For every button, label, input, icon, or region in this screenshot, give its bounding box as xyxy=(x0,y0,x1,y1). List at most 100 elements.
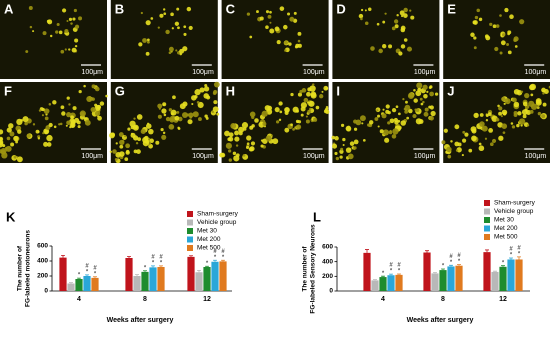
cell-spot xyxy=(171,27,174,30)
x-tick-label: 12 xyxy=(203,296,211,303)
cell-spot xyxy=(415,108,420,112)
cell-spot xyxy=(172,95,176,100)
cell-spot xyxy=(74,44,78,48)
cell-spot xyxy=(212,91,217,95)
cell-spot xyxy=(135,142,139,145)
bar xyxy=(133,276,141,291)
cell-spot xyxy=(145,20,151,26)
scale-label: 100μm xyxy=(81,69,103,76)
legend-label: Met 200 xyxy=(494,225,518,232)
cell-spot xyxy=(542,89,545,93)
panel-label: C xyxy=(226,1,236,16)
cell-spot xyxy=(342,137,346,142)
cell-spot xyxy=(423,111,429,117)
cell-spot xyxy=(174,21,180,26)
scale-label: 100μm xyxy=(192,69,214,76)
cell-spot xyxy=(46,134,53,142)
significance-marker: # xyxy=(517,245,521,251)
cell-spot xyxy=(391,134,397,139)
cell-spot xyxy=(59,122,63,126)
cell-spot xyxy=(407,92,415,99)
error-bar xyxy=(493,270,497,272)
cell-spot xyxy=(235,144,239,147)
cell-spot xyxy=(234,130,240,136)
cell-spot xyxy=(503,102,506,105)
cell-spot xyxy=(189,115,193,119)
cell-spot xyxy=(270,134,273,137)
cell-spot xyxy=(310,91,317,98)
cell-spot xyxy=(455,149,459,152)
chart-label: L xyxy=(313,209,321,224)
cell-spot xyxy=(79,110,86,117)
significance-marker: * xyxy=(160,260,163,266)
cell-spot xyxy=(8,123,14,129)
cell-spot xyxy=(297,92,303,97)
cell-spot xyxy=(474,15,479,20)
cell-spot xyxy=(485,119,489,122)
cell-spot xyxy=(398,51,403,56)
cell-spot xyxy=(41,107,45,112)
cell-spot xyxy=(212,106,219,113)
significance-marker: # xyxy=(389,263,393,269)
cell-spot xyxy=(404,104,411,111)
cell-spot xyxy=(227,137,232,142)
legend-swatch xyxy=(187,228,193,234)
error-bar xyxy=(373,279,377,281)
error-bar xyxy=(77,277,81,279)
micrograph-panel: C 100μm xyxy=(221,0,329,79)
x-tick-label: 8 xyxy=(143,296,147,303)
cell-spot xyxy=(198,117,202,122)
cell-spot xyxy=(241,122,249,129)
cell-spot xyxy=(125,150,130,155)
cell-spot xyxy=(46,19,51,23)
cell-spot xyxy=(396,14,399,17)
cell-spot xyxy=(242,127,247,131)
cell-spot xyxy=(174,115,180,121)
cell-spot xyxy=(471,135,477,142)
cell-spot xyxy=(155,140,160,145)
cell-spot xyxy=(489,142,494,147)
legend-label: Met 30 xyxy=(197,228,217,235)
cell-spot xyxy=(275,120,280,124)
cell-spot xyxy=(83,84,86,88)
cell-spot xyxy=(379,129,384,134)
cell-spot xyxy=(295,119,300,123)
cell-spot xyxy=(235,153,240,158)
cell-spot xyxy=(38,109,42,112)
bar xyxy=(59,257,67,291)
cell-spot xyxy=(140,11,143,15)
legend-swatch xyxy=(187,219,193,226)
cell-spot xyxy=(1,152,8,159)
cell-spot xyxy=(364,9,367,12)
cell-spot xyxy=(279,110,283,114)
cell-spot xyxy=(404,110,409,114)
legend-swatch xyxy=(187,236,193,243)
cell-spot xyxy=(94,110,101,117)
cell-spot xyxy=(24,121,28,126)
cell-spot xyxy=(384,137,390,143)
cell-spot xyxy=(68,103,71,106)
cell-spot xyxy=(358,13,364,19)
cell-spot xyxy=(66,120,71,126)
cell-spot xyxy=(499,51,503,55)
significance-marker: # xyxy=(213,249,217,255)
cell-spot xyxy=(464,132,469,137)
cell-spot xyxy=(542,92,545,95)
cell-spot xyxy=(91,84,96,89)
error-bar xyxy=(93,276,97,278)
legend-label: Met 200 xyxy=(197,236,221,243)
cell-spot xyxy=(382,20,386,24)
micrograph-background xyxy=(332,0,440,79)
cell-spot xyxy=(519,19,525,25)
cell-spot xyxy=(309,107,312,111)
cell-spot xyxy=(169,117,175,123)
legend-swatch xyxy=(484,208,490,215)
cell-spot xyxy=(388,130,393,135)
cell-spot xyxy=(359,115,366,122)
cell-spot xyxy=(501,123,508,129)
cell-spot xyxy=(168,124,175,130)
cell-spot xyxy=(48,122,53,128)
cell-spot xyxy=(504,7,509,13)
significance-marker: * xyxy=(510,253,513,259)
cell-spot xyxy=(53,125,57,129)
